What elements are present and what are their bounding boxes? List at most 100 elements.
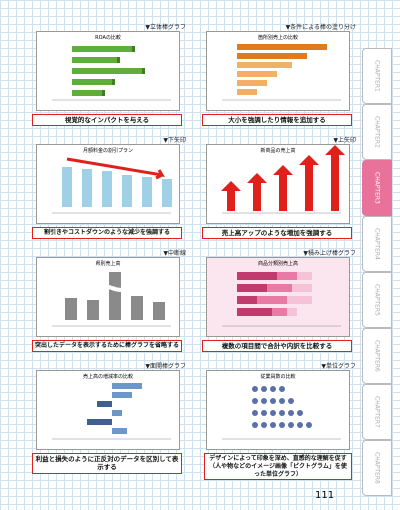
chart-drawing	[221, 145, 345, 214]
shape	[287, 296, 312, 304]
shape	[299, 155, 319, 211]
shape	[131, 296, 143, 320]
shape	[288, 398, 294, 404]
section-heading: ▼積み上げ棒グラフ	[303, 250, 356, 257]
shape	[72, 57, 117, 63]
shape	[297, 422, 303, 428]
shape	[277, 272, 297, 280]
shape	[257, 296, 287, 304]
shape	[288, 422, 294, 428]
chart-title: 県別売上高	[95, 261, 121, 267]
shape	[252, 422, 258, 428]
shape	[142, 68, 145, 74]
chart-title: 従業員数の比較	[260, 374, 296, 380]
shape	[287, 308, 297, 316]
shape	[72, 90, 102, 96]
shape	[237, 89, 257, 95]
shape	[142, 177, 152, 207]
page-number: 111	[315, 490, 335, 501]
chart-drawing	[222, 386, 341, 440]
shape	[112, 383, 142, 389]
caption: 視覚的なインパクトを与える	[32, 114, 182, 127]
shape	[82, 169, 92, 207]
shape	[109, 272, 121, 320]
chapter-tab: CHAPTER3	[362, 160, 392, 216]
section-heading: ▼下矢印	[163, 137, 186, 144]
shape	[102, 90, 105, 96]
caption: 突出したデータを表示するために棒グラフを省略する	[32, 340, 182, 352]
shape	[252, 386, 258, 392]
section-heading: ▼立体棒グラフ	[145, 24, 186, 31]
shape	[72, 46, 132, 52]
shape	[153, 302, 165, 320]
chapter-tab: CHAPTER4	[362, 216, 392, 272]
shape	[97, 401, 112, 407]
caption: 売上高アップのような増加を強調する	[202, 227, 352, 240]
shape	[237, 71, 277, 77]
shape	[237, 44, 327, 50]
section-heading: ▼上矢印	[333, 137, 356, 144]
shape	[66, 157, 165, 180]
section-heading: ▼面開棒グラフ	[145, 363, 186, 370]
chart-illustration: 商品分類別売上高	[206, 257, 350, 337]
shape	[279, 398, 285, 404]
shape	[112, 79, 115, 85]
shape	[288, 410, 294, 416]
chart-illustration: 県別売上高	[36, 257, 180, 337]
chart-drawing	[52, 157, 172, 214]
chart-illustration: 箇所別売上の比較	[206, 31, 350, 111]
shape	[87, 419, 112, 425]
caption: 割引きやコストダウンのような減少を強調する	[32, 227, 182, 239]
shape	[221, 181, 241, 211]
shape	[267, 284, 292, 292]
section-heading: ▼条件による棒の塗り分け	[285, 24, 356, 31]
shape	[261, 386, 267, 392]
chart-illustration: 新商品の売上高	[206, 144, 350, 224]
shape	[117, 57, 120, 63]
section-heading: ▼単位グラフ	[321, 363, 356, 370]
chart-title: 箇所別売上の比較	[257, 35, 298, 41]
shape	[273, 165, 293, 211]
chapter-tab: CHAPTER6	[362, 328, 392, 384]
shape	[112, 392, 132, 398]
shape	[279, 386, 285, 392]
caption: 複数の項目間で合計や内訳を比較する	[202, 340, 352, 353]
shape	[162, 179, 172, 207]
shape	[237, 62, 292, 68]
shape	[237, 80, 267, 86]
shape	[237, 296, 257, 304]
shape	[87, 300, 99, 320]
shape	[306, 422, 312, 428]
shape	[270, 422, 276, 428]
shape	[102, 171, 112, 207]
shape	[51, 284, 173, 292]
shape	[252, 410, 258, 416]
chapter-tab: CHAPTER5	[362, 272, 392, 328]
caption: 利益と損失のように正反対のデータを区別して表示する	[32, 453, 182, 474]
shape	[237, 284, 267, 292]
chapter-tab: CHAPTER7	[362, 384, 392, 440]
shape	[272, 308, 287, 316]
shape	[261, 398, 267, 404]
shape	[279, 422, 285, 428]
shape	[65, 298, 77, 320]
chart-illustration: 月額料金の割引プラン	[36, 144, 180, 224]
chart-drawing	[222, 272, 341, 327]
chart-title: 商品分類別売上高	[257, 261, 298, 267]
shape	[297, 410, 303, 416]
chart-title: 売上高の増減率の比較	[82, 374, 133, 380]
shape	[237, 272, 277, 280]
section-heading: ▼中断線	[163, 250, 186, 257]
chart-drawing	[52, 383, 171, 440]
shape	[325, 145, 345, 211]
shape	[122, 175, 132, 207]
shape	[62, 167, 72, 207]
shape	[270, 410, 276, 416]
caption: 大小を強調したり情報を追加する	[202, 114, 352, 127]
shape	[252, 398, 258, 404]
chart-title: ROAの比較	[95, 35, 121, 41]
chart-title: 月額料金の割引プラン	[82, 148, 133, 154]
shape	[261, 422, 267, 428]
shape	[72, 79, 112, 85]
